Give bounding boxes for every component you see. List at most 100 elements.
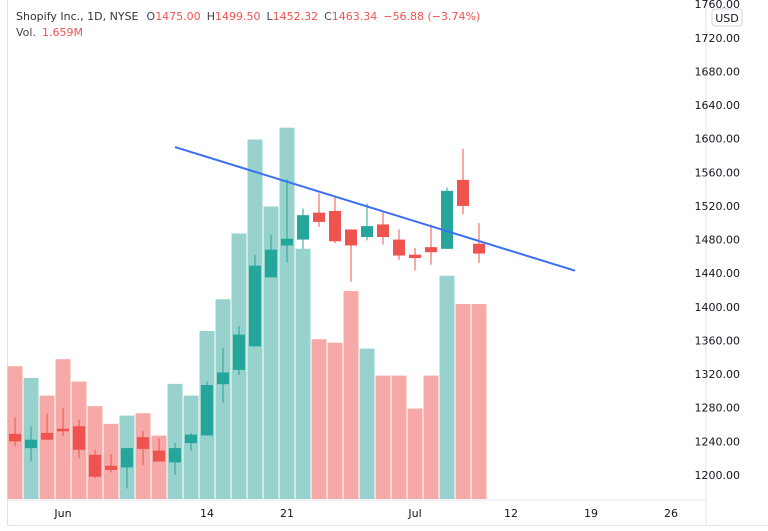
- trendline[interactable]: [174, 146, 576, 272]
- candle-body: [409, 254, 421, 259]
- candle[interactable]: [313, 193, 325, 227]
- candle[interactable]: [377, 211, 389, 245]
- price-tick-label: 1720.00: [695, 32, 741, 45]
- price-tick-label: 1440.00: [695, 267, 741, 280]
- candle[interactable]: [9, 416, 21, 447]
- price-tick-label: 1600.00: [695, 133, 741, 146]
- low-value: 1452.32: [272, 10, 319, 23]
- candle-body: [121, 448, 133, 468]
- candle[interactable]: [409, 247, 421, 271]
- candle[interactable]: [361, 203, 373, 241]
- candle[interactable]: [345, 229, 357, 282]
- candle[interactable]: [185, 432, 197, 451]
- candle[interactable]: [473, 223, 485, 263]
- price-tick-label: 1640.00: [695, 99, 741, 112]
- open-value: 1475.00: [155, 10, 201, 23]
- price-tick-label: 1320.00: [695, 368, 741, 381]
- volume-bar: [407, 408, 423, 499]
- candle[interactable]: [25, 426, 37, 462]
- candle-body: [153, 450, 165, 462]
- trendline-group[interactable]: [174, 146, 576, 272]
- candle[interactable]: [57, 407, 69, 437]
- candle[interactable]: [297, 208, 309, 249]
- candle-body: [57, 428, 69, 432]
- volume-bar: [471, 304, 487, 499]
- candle[interactable]: [329, 197, 341, 243]
- price-tick-label: 1280.00: [695, 402, 741, 415]
- candle[interactable]: [393, 229, 405, 260]
- volume-bar: [279, 127, 295, 499]
- volume-bar: [375, 375, 391, 499]
- volume-bar: [327, 342, 343, 499]
- candle[interactable]: [265, 234, 277, 278]
- price-tick-label: 1400.00: [695, 301, 741, 314]
- candle-body: [313, 212, 325, 222]
- candle[interactable]: [441, 187, 453, 249]
- date-tick-label: 21: [280, 507, 294, 520]
- candle-body: [281, 238, 293, 246]
- candle-body: [9, 433, 21, 442]
- candle[interactable]: [153, 438, 165, 462]
- candle-body: [441, 190, 453, 249]
- volume-bar: [343, 291, 359, 499]
- price-tick-label: 1200.00: [695, 469, 741, 482]
- candle-body: [89, 454, 101, 477]
- price-tick-label: 1360.00: [695, 334, 741, 347]
- volume-bar: [359, 348, 375, 499]
- candle-body: [297, 215, 309, 240]
- price-axis[interactable]: 1200.00 1240.00 1280.00 1320.00 1360.00 1400.…: [695, 0, 741, 482]
- candle-body: [105, 465, 117, 470]
- ohlc-row: Shopify Inc., 1D, NYSE O1475.00 H1499.50 L1…: [16, 9, 486, 25]
- candle[interactable]: [89, 449, 101, 479]
- date-tick-label: 12: [504, 507, 518, 520]
- price-tick-label: 1240.00: [695, 435, 741, 448]
- candle[interactable]: [281, 179, 293, 263]
- candle-body: [25, 439, 37, 449]
- candle[interactable]: [249, 254, 261, 347]
- candle[interactable]: [41, 413, 53, 440]
- candle[interactable]: [105, 453, 117, 473]
- candle[interactable]: [425, 224, 437, 265]
- volume-bar: [167, 383, 183, 499]
- date-tick-label: Jul: [407, 507, 421, 520]
- currency-badge[interactable]: USD: [711, 8, 743, 27]
- chart-legend: Shopify Inc., 1D, NYSE O1475.00 H1499.50 L1…: [16, 9, 486, 41]
- candle-body: [329, 210, 341, 242]
- candle[interactable]: [73, 419, 85, 459]
- volume-bar: [391, 375, 407, 499]
- candle[interactable]: [137, 431, 149, 465]
- candle-body: [377, 224, 389, 238]
- date-tick-label: 26: [664, 507, 678, 520]
- candle-body: [425, 247, 437, 253]
- candle[interactable]: [233, 326, 245, 375]
- volume-bar: [423, 375, 439, 499]
- candle-body: [345, 229, 357, 246]
- candles: [9, 148, 485, 489]
- candle[interactable]: [457, 148, 469, 215]
- symbol-title: Shopify Inc., 1D, NYSE: [16, 10, 139, 23]
- volume-row: Vol. 1.659M: [16, 25, 486, 41]
- chart-frame: [7, 0, 768, 526]
- high-label: H: [206, 10, 215, 23]
- price-tick-label: 1680.00: [695, 65, 741, 78]
- volume-bar: [455, 303, 471, 499]
- candle[interactable]: [201, 381, 213, 436]
- time-axis[interactable]: Jun 14 21 Jul 12 19 26: [53, 507, 678, 520]
- candle[interactable]: [121, 448, 133, 489]
- candle-body: [73, 426, 85, 450]
- volume-label: Vol.: [16, 26, 36, 39]
- candle-body: [265, 249, 277, 278]
- candle-body: [41, 432, 53, 440]
- candle-body: [393, 239, 405, 256]
- close-value: 1463.34: [331, 10, 378, 23]
- candle-body: [169, 448, 181, 463]
- candle-body: [201, 385, 213, 436]
- candle-body: [457, 179, 469, 206]
- price-tick-label: 1560.00: [695, 166, 741, 179]
- date-tick-label: Jun: [53, 507, 71, 520]
- candle-body: [217, 372, 229, 385]
- candle[interactable]: [169, 443, 181, 475]
- candle[interactable]: [217, 348, 229, 403]
- candle-body: [249, 265, 261, 347]
